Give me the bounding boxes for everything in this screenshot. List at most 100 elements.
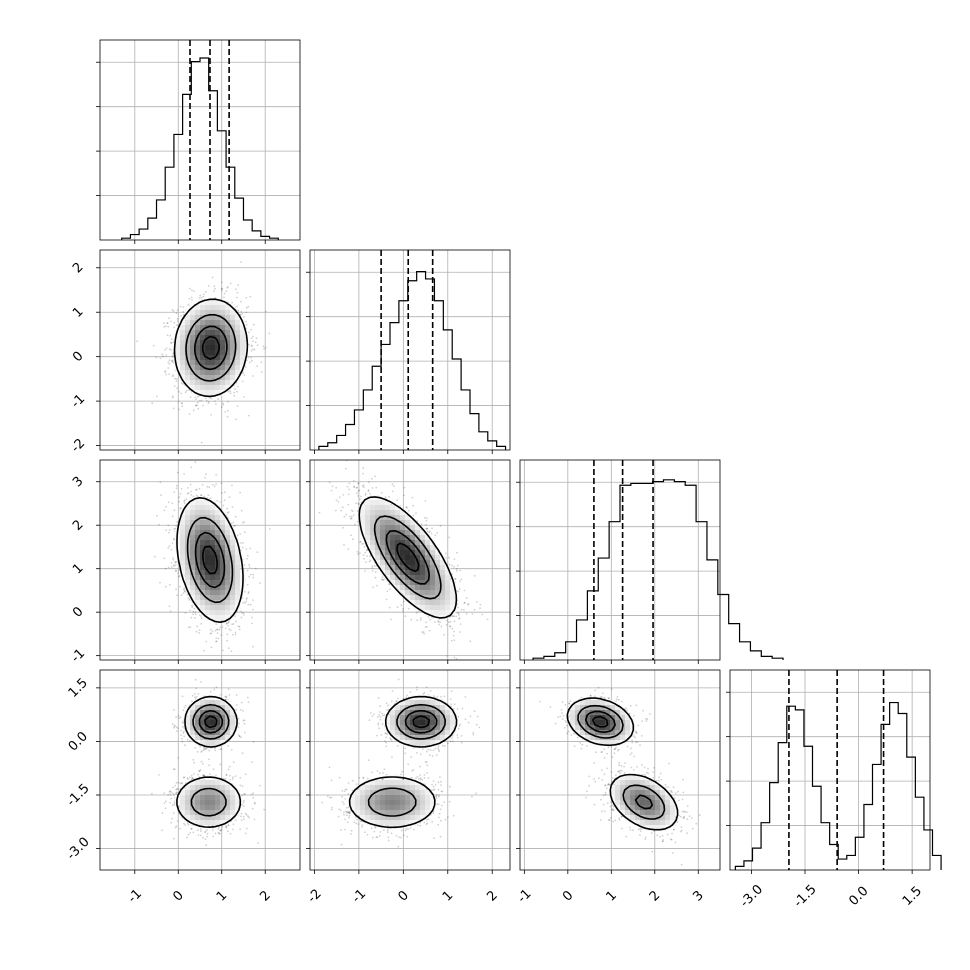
y-tick-label: 2: [70, 517, 86, 533]
density-cell: [195, 315, 201, 321]
scatter-point: [166, 322, 169, 324]
scatter-point: [180, 507, 182, 510]
scatter-point: [371, 565, 374, 568]
density-cell: [195, 345, 201, 351]
scatter-point: [481, 613, 484, 616]
density-cell: [190, 555, 196, 561]
density-cell: [175, 330, 181, 336]
density-cell: [220, 540, 226, 546]
scatter-point: [172, 352, 175, 355]
scatter-point: [195, 630, 198, 633]
density-cell: [230, 535, 236, 541]
density-cell: [205, 315, 211, 321]
density-cell: [195, 305, 201, 311]
scatter-point: [191, 604, 194, 607]
scatter-point: [247, 591, 250, 593]
density-cell: [225, 355, 231, 361]
density-cell: [215, 510, 221, 516]
scatter-point: [268, 332, 271, 335]
scatter-point: [243, 564, 246, 566]
density-cell: [220, 325, 226, 331]
scatter-point: [234, 631, 237, 634]
scatter-point: [172, 354, 174, 357]
density-cell: [190, 380, 196, 386]
density-cell: [205, 310, 211, 316]
histogram-step: [532, 479, 784, 660]
scatter-point: [343, 515, 346, 518]
density-cell: [185, 515, 191, 521]
scatter-point: [207, 494, 210, 497]
density-cell: [195, 320, 201, 326]
scatter-point: [178, 408, 180, 411]
scatter-point: [226, 409, 229, 412]
density-cell: [195, 550, 201, 556]
density-cell: [205, 565, 211, 571]
scatter-point: [403, 486, 406, 489]
density-cell: [230, 550, 236, 556]
scatter-point: [240, 310, 243, 313]
scatter-point: [349, 517, 352, 520]
density-cell: [200, 390, 206, 396]
scatter-point: [248, 575, 251, 578]
density-cell: [200, 505, 206, 511]
scatter-point: [155, 356, 158, 359]
scatter-point: [268, 528, 271, 530]
scatter-point: [224, 627, 227, 630]
scatter-point: [189, 287, 191, 290]
density-cell: [215, 335, 221, 341]
density-cell: [200, 310, 206, 316]
scatter-point: [171, 515, 174, 518]
density-cell: [195, 310, 201, 316]
density-cell: [240, 350, 246, 356]
density-cell: [230, 590, 236, 596]
scatter-point: [239, 533, 242, 535]
scatter-point: [242, 396, 245, 398]
scatter-point: [412, 514, 415, 517]
scatter-point: [177, 400, 180, 403]
density-cell: [205, 580, 211, 586]
scatter-point: [196, 401, 199, 404]
scatter-point: [190, 616, 193, 619]
scatter-point: [374, 571, 377, 573]
scatter-point: [240, 509, 243, 512]
density-cell: [205, 510, 211, 516]
scatter-point: [429, 530, 431, 533]
scatter-point: [407, 509, 410, 512]
scatter-point: [245, 548, 248, 550]
scatter-point: [183, 590, 186, 592]
density-cell: [190, 550, 196, 556]
density-cell: [195, 575, 201, 581]
scatter-point: [245, 297, 248, 299]
density-cell: [225, 540, 231, 546]
density-cell: [215, 545, 221, 551]
density-cell: [220, 385, 226, 391]
density-cell: [215, 565, 221, 571]
density-cell: [215, 375, 221, 381]
scatter-point: [353, 485, 356, 488]
scatter-point: [170, 320, 173, 323]
scatter-point: [198, 297, 201, 299]
scatter-point: [247, 356, 250, 359]
scatter-point: [179, 585, 181, 588]
density-cell: [200, 585, 206, 591]
scatter-point: [171, 309, 174, 311]
scatter-point: [450, 639, 453, 642]
scatter-point: [200, 441, 203, 444]
density-cell: [195, 325, 201, 331]
scatter-point: [175, 380, 178, 382]
scatter-point: [245, 598, 248, 600]
scatter-point: [226, 415, 229, 418]
scatter-point: [164, 349, 166, 351]
scatter-point: [209, 632, 212, 635]
scatter-point: [437, 621, 440, 623]
density-cell: [225, 315, 231, 321]
density-cell: [215, 300, 221, 306]
scatter-point: [185, 389, 188, 392]
density-cell: [225, 525, 231, 531]
density-cell: [210, 305, 216, 311]
density-cell: [195, 530, 201, 536]
scatter-point: [159, 581, 161, 584]
density-cell: [235, 580, 241, 586]
density-cell: [190, 340, 196, 346]
